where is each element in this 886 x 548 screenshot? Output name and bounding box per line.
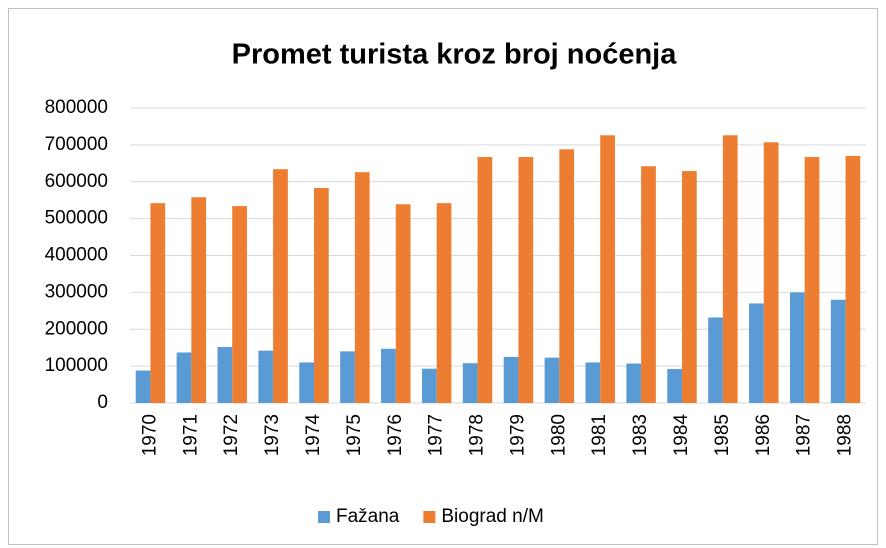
bar	[258, 350, 274, 403]
bar	[217, 346, 233, 403]
bar	[585, 362, 601, 403]
x-tick-label: 1985	[712, 414, 733, 456]
bar	[559, 149, 575, 403]
x-tick-label: 1978	[467, 414, 488, 456]
bar	[763, 142, 779, 403]
x-tick-label: 1974	[303, 414, 324, 457]
bar	[503, 356, 519, 403]
x-tick-label: 1972	[221, 414, 242, 456]
bar	[232, 206, 247, 403]
x-tick-label: 1975	[344, 414, 365, 456]
bar	[354, 172, 370, 403]
bar	[421, 368, 437, 403]
bar	[749, 303, 764, 403]
bar	[191, 197, 207, 403]
legend-label: Biograd n/M	[441, 506, 543, 527]
y-tick-label: 300000	[45, 281, 108, 302]
bar	[381, 348, 396, 403]
x-tick-label: 1970	[139, 414, 160, 456]
bar	[176, 352, 192, 403]
x-tick-label: 1988	[835, 414, 856, 456]
x-tick-label: 1977	[426, 414, 447, 456]
y-tick-label: 500000	[45, 208, 108, 229]
bar	[789, 292, 805, 403]
legend-label: Fažana	[336, 506, 400, 527]
bar	[682, 171, 697, 403]
x-tick-label: 1979	[507, 414, 528, 456]
bar	[436, 203, 452, 403]
y-tick-label: 200000	[45, 318, 108, 339]
bar	[845, 155, 861, 403]
x-tick-label: 1973	[262, 414, 283, 456]
x-tick-label: 1981	[589, 414, 610, 456]
bar	[600, 135, 615, 403]
bar	[462, 363, 478, 403]
y-tick-label: 400000	[45, 245, 108, 266]
legend-marker	[318, 511, 330, 523]
bar	[299, 362, 314, 403]
x-tick-label: 1980	[548, 414, 569, 456]
x-tick-label: 1983	[630, 414, 651, 456]
bar	[273, 169, 288, 403]
y-tick-label: 700000	[45, 134, 108, 155]
bar	[626, 363, 642, 403]
bar	[340, 351, 355, 403]
bar	[804, 157, 820, 403]
x-tick-label: 1976	[385, 414, 406, 456]
bar	[641, 166, 656, 403]
y-tick-label: 800000	[45, 97, 108, 118]
bar	[314, 188, 329, 403]
x-tick-label: 1986	[753, 414, 774, 456]
x-tick-label: 1971	[180, 414, 201, 456]
bar	[667, 369, 682, 403]
bar	[395, 204, 411, 403]
bar	[544, 357, 560, 403]
bar	[722, 135, 738, 403]
y-tick-label: 100000	[45, 355, 108, 376]
x-tick-label: 1984	[671, 414, 692, 457]
bar	[708, 317, 723, 403]
bar	[477, 157, 493, 403]
legend-marker	[423, 511, 436, 523]
bar	[518, 157, 534, 403]
chart-title: Promet turista kroz broj noćenja	[232, 39, 678, 71]
bar	[150, 203, 166, 403]
y-tick-label: 0	[97, 392, 108, 413]
bar	[830, 299, 846, 403]
bar	[135, 370, 151, 403]
x-tick-label: 1987	[794, 414, 815, 456]
y-tick-label: 600000	[45, 171, 108, 192]
